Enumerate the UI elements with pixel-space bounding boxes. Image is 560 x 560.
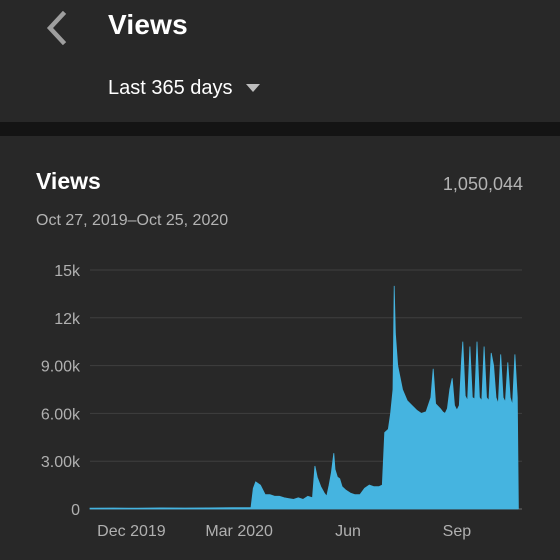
y-tick-label: 9.00k xyxy=(41,359,81,376)
caret-down-icon xyxy=(245,84,260,92)
views-card: Views 1,050,044 Oct 27, 2019–Oct 25, 202… xyxy=(0,136,560,560)
x-tick-label: Mar 2020 xyxy=(205,523,273,540)
views-chart[interactable]: 15k 12k 9.00k 6.00k 3.00k 0 Dec 2019 Mar 2020 Ju… xyxy=(0,136,560,560)
app-bar: Views Last 365 days xyxy=(0,0,560,122)
y-tick-label: 6.00k xyxy=(41,406,81,423)
metric-title: Views xyxy=(36,168,101,194)
y-tick-label: 0 xyxy=(71,502,80,519)
page-title: Views xyxy=(108,9,188,40)
x-tick-label: Sep xyxy=(443,523,472,540)
date-range-label: Last 365 days xyxy=(108,76,233,99)
back-button[interactable] xyxy=(34,6,78,50)
metric-total: 1,050,044 xyxy=(442,174,523,194)
y-tick-label: 3.00k xyxy=(41,454,81,471)
chevron-left-icon xyxy=(46,11,67,45)
views-area-series xyxy=(89,285,519,510)
y-tick-label: 15k xyxy=(54,263,81,280)
x-tick-label: Jun xyxy=(335,523,361,540)
x-tick-label: Dec 2019 xyxy=(97,523,166,540)
section-divider xyxy=(0,122,560,136)
date-range-dropdown[interactable]: Last 365 days xyxy=(108,72,261,104)
y-tick-label: 12k xyxy=(54,311,81,328)
metric-date-range: Oct 27, 2019–Oct 25, 2020 xyxy=(36,212,229,229)
